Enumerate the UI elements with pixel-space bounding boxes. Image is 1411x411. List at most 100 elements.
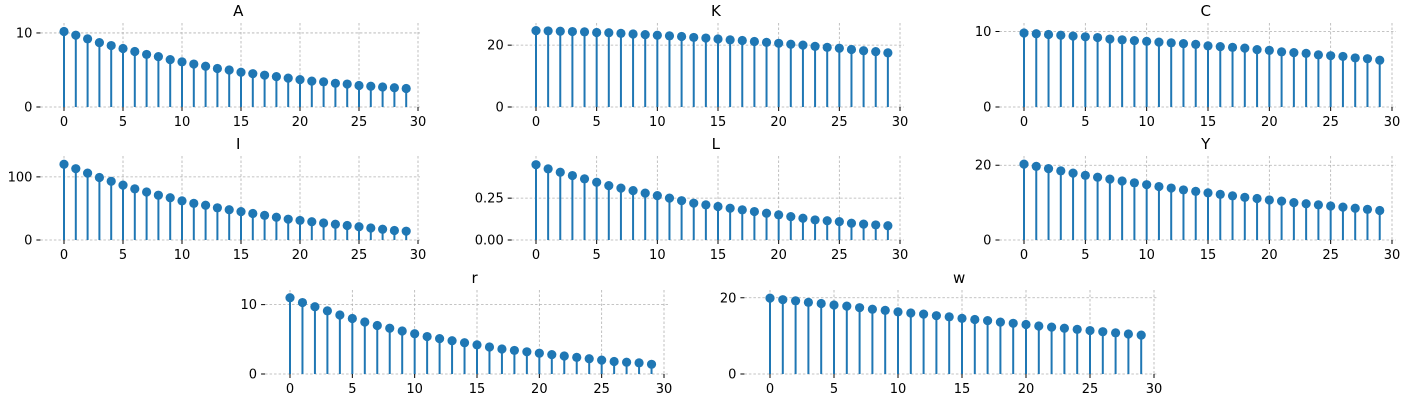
stem-marker [1105,174,1115,184]
stem-marker [1178,185,1189,195]
stem-marker [725,35,735,45]
stem-marker [597,355,607,365]
stem-marker [592,177,602,187]
stem-marker [378,224,388,234]
x-tick-label: 25 [351,248,368,263]
stem-marker [1338,51,1348,62]
stem-marker [567,170,578,181]
subplot-K: K 0 5 10 15 20 25 30 0 20 [487,2,908,130]
stem-marker [497,344,507,354]
stem-marker [1264,195,1274,205]
x-tick-label: 10 [174,248,191,263]
stem-marker [1252,45,1262,55]
y-tick-label: 100 [8,170,33,185]
stem-marker [1375,55,1385,65]
stem-marker [389,225,399,236]
stem-marker [1203,41,1213,51]
stem-marker [616,183,626,193]
stem-marker [957,313,967,323]
x-tick-label: 10 [890,382,907,397]
stem-marker [689,198,699,208]
stem-marker [153,190,163,200]
x-tick-label: 30 [892,248,909,263]
stem-marker [822,42,832,52]
stem-marker [271,72,281,82]
stem-marker [677,31,687,42]
subplot-r: r 0 5 10 15 20 25 30 0 10 [241,269,673,397]
stem-marker [165,55,175,65]
x-tick-label: 0 [1020,248,1028,263]
stem-marker [616,28,626,39]
stem-marker [883,48,893,58]
stem-marker [765,293,775,303]
stem-marker [1240,192,1250,202]
stem-marker [366,81,376,91]
stem-marker [1117,176,1127,186]
stem-marker [834,43,844,53]
x-tick-label: 10 [174,115,191,130]
stem-marker [572,352,582,362]
y-tick-label: 10 [975,25,992,40]
subplot-title: r [471,269,478,287]
x-tick-label: 15 [710,115,727,130]
stem-marker [1031,29,1041,39]
x-tick-label: 20 [531,382,548,397]
stem-marker [459,338,470,348]
stem-marker [130,184,140,194]
stem-marker [701,200,711,210]
y-tick-label: 0 [983,234,991,249]
stem-marker [883,221,893,231]
stem-marker [106,40,116,51]
stem-marker [1191,186,1201,197]
stem-marker [846,218,857,228]
stem-marker [893,307,903,317]
x-tick-label: 15 [469,382,486,397]
stem-marker [628,29,638,39]
stem-marker [829,300,839,310]
stem-marker [319,77,329,87]
stem-marker [798,40,808,50]
stem-marker [640,30,650,40]
x-tick-label: 15 [233,248,250,263]
stem-marker [94,37,104,48]
stem-marker [906,308,916,318]
x-tick-label: 25 [593,382,610,397]
stem-marker [1326,51,1336,61]
subplot-I: I 0 5 10 15 20 25 30 0 100 [8,135,427,263]
stem-marker [1105,34,1115,44]
stem-marker [1123,329,1133,339]
stem-marker [342,79,352,89]
y-tick-label: 0 [495,101,503,116]
stem-marker [71,30,81,40]
stem-marker [354,222,364,232]
stem-marker [1191,39,1201,49]
stem-marker [310,302,320,312]
stem-marker [859,46,869,56]
stem-marker [283,73,293,83]
stem-marker [1021,319,1031,330]
stem-marker [83,168,93,178]
stem-marker [330,219,340,229]
y-tick-label: 0.00 [475,234,504,249]
stem-marker [871,47,881,57]
stem-marker [385,323,395,333]
stem-marker [212,63,222,74]
stem-marker [1098,327,1108,337]
stem-marker [1313,50,1323,60]
stem-marker [737,35,747,46]
stem-marker [283,214,293,224]
stem-marker [397,326,407,336]
stem-marker [94,172,104,183]
x-tick-label: 15 [1200,248,1217,263]
stem-marker [322,306,332,316]
x-tick-label: 0 [532,248,540,263]
stem-marker [1080,170,1090,180]
stem-marker [1289,198,1299,208]
stem-marker [1080,32,1090,42]
stem-marker [201,61,211,71]
stem-marker [335,310,345,320]
stem-marker [307,217,317,227]
stem-marker [677,196,687,206]
stem-marker [1136,330,1146,340]
stem-marker [531,160,541,170]
